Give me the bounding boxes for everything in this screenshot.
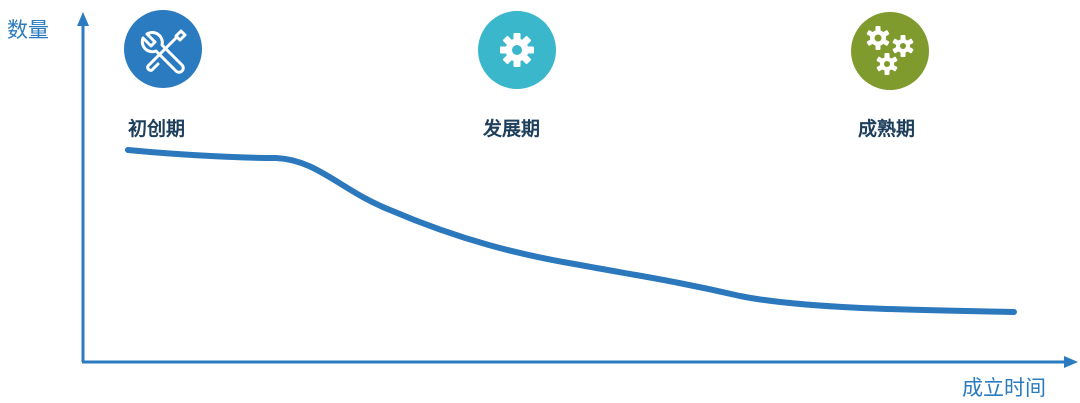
axes [77, 12, 1078, 368]
y-axis-label: 数量 [7, 18, 49, 42]
stage-icon-startup [124, 10, 202, 88]
stage-label-startup: 初创期 [128, 118, 186, 140]
y-axis-arrow [77, 12, 89, 26]
stage-icon-mature [851, 12, 929, 90]
stage-icon-growth [478, 11, 556, 89]
stage-label-growth: 发展期 [483, 118, 541, 140]
gears-icon [866, 26, 914, 75]
x-axis-label: 成立时间 [962, 376, 1046, 400]
quantity-curve [125, 147, 1017, 315]
x-axis-arrow [1064, 356, 1078, 368]
tools-icon [140, 29, 187, 74]
stage-label-mature: 成熟期 [858, 118, 916, 140]
gear-icon [500, 33, 534, 67]
